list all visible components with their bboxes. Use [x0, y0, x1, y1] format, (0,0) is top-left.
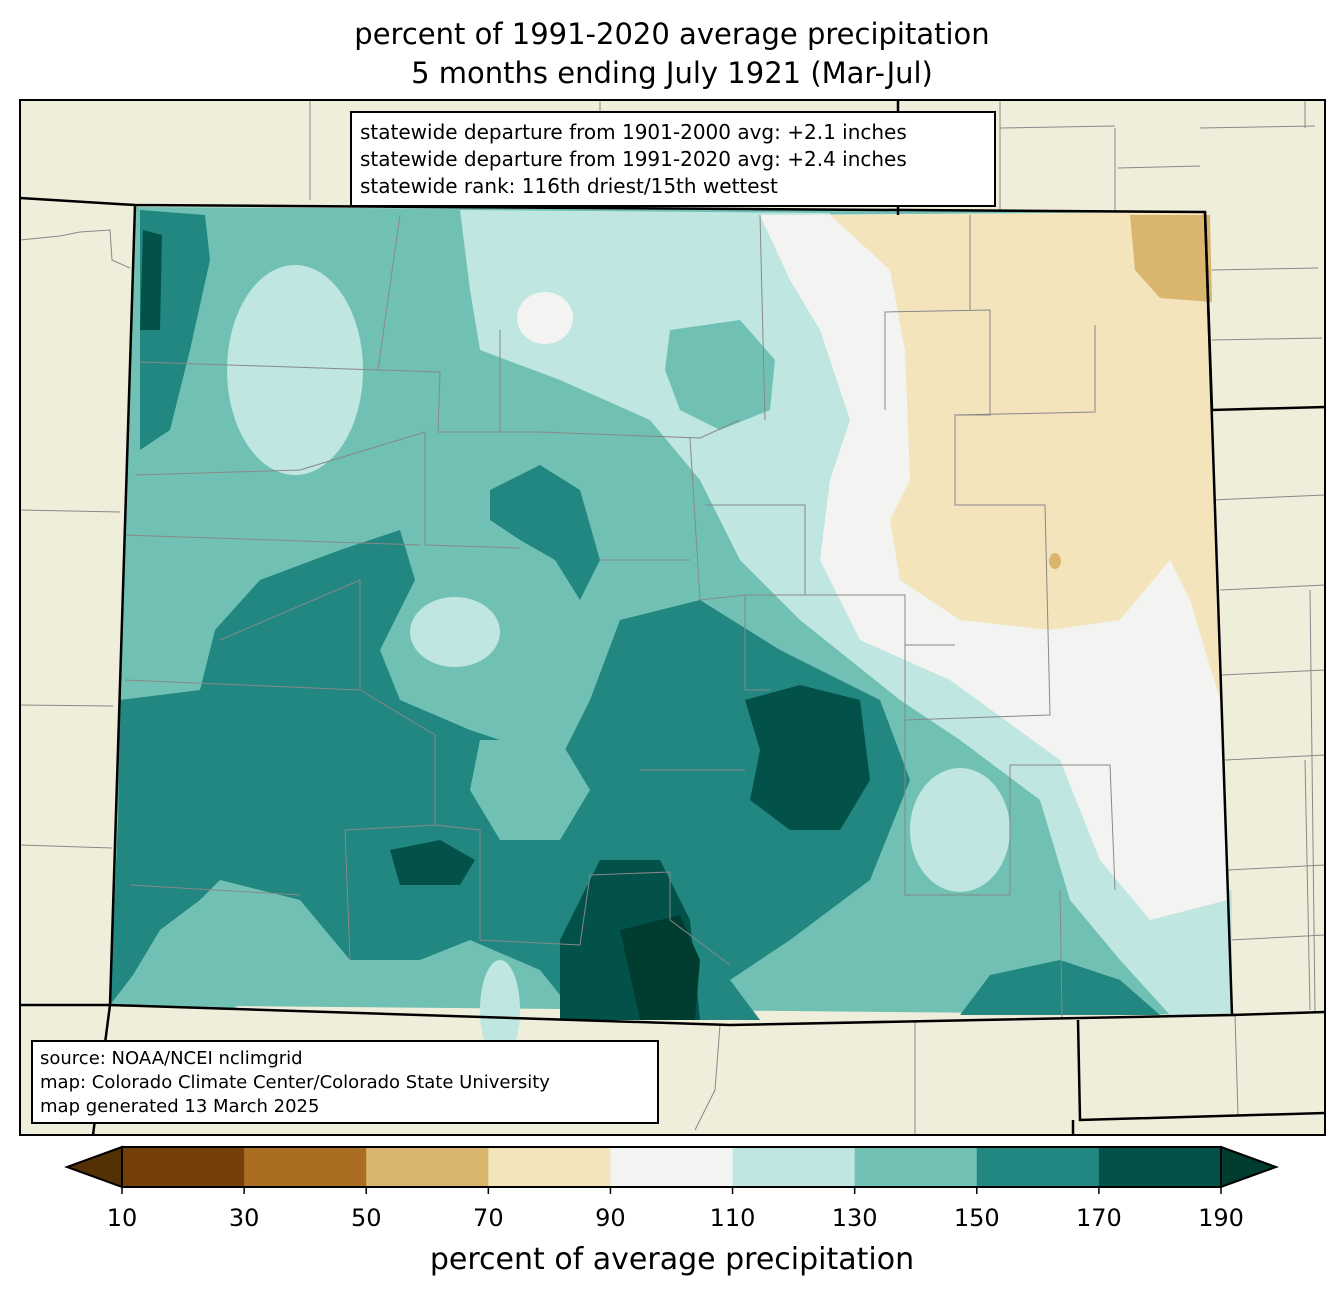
colorbar-segment — [122, 1147, 245, 1187]
statewide-stats-box: statewide departure from 1901-2000 avg: … — [350, 111, 996, 207]
precipitation-shading — [110, 207, 1232, 1060]
colorbar — [64, 1145, 1279, 1194]
colorbar-segment — [732, 1147, 856, 1187]
statewide-rank: statewide rank: 116th driest/15th wettes… — [360, 174, 778, 198]
colorbar-tick-label: 130 — [831, 1204, 878, 1232]
departure-1991-2020: statewide departure from 1991-2020 avg: … — [360, 147, 907, 171]
colorbar-tick-label: 110 — [709, 1204, 756, 1232]
colorbar-tick-label: 70 — [473, 1204, 504, 1232]
colorbar-tick-label: 190 — [1198, 1204, 1244, 1232]
map-title-line2: 5 months ending July 1921 (Mar-Jul) — [411, 56, 933, 90]
generated-date-line: map generated 13 March 2025 — [40, 1096, 320, 1117]
colorbar-segment — [366, 1147, 489, 1187]
colorbar-segment — [244, 1147, 367, 1187]
colorbar-tick-label: 90 — [595, 1204, 626, 1232]
colorbar-over-arrow — [1220, 1145, 1279, 1189]
colorbar-segment — [1098, 1147, 1222, 1187]
departure-1901-2000: statewide departure from 1901-2000 avg: … — [360, 120, 907, 144]
colorbar-segment — [488, 1147, 611, 1187]
map-frame — [19, 99, 1326, 1136]
county-lines — [124, 214, 1116, 1019]
colorbar-outline — [121, 1146, 1222, 1188]
colorbar-tick-label: 30 — [228, 1204, 260, 1232]
neighbor-county-lines — [19, 100, 1326, 1135]
colorbar-tick-label: 10 — [106, 1204, 138, 1232]
colorbar-tick-label: 170 — [1075, 1204, 1122, 1232]
map-credit-line: map: Colorado Climate Center/Colorado St… — [40, 1072, 550, 1093]
colorbar-tick-label: 50 — [350, 1204, 382, 1232]
colorbar-segment — [976, 1147, 1100, 1187]
map-title-line1: percent of 1991-2020 average precipitati… — [354, 17, 990, 51]
colorbar-tick-label: 150 — [953, 1204, 1000, 1232]
colorbar-under-arrow — [64, 1145, 123, 1189]
source-box: source: NOAA/NCEI nclimgrid map: Colorad… — [31, 1040, 659, 1124]
source-line: source: NOAA/NCEI nclimgrid — [40, 1048, 303, 1069]
colorbar-label: percent of average precipitation — [429, 1242, 915, 1277]
colorbar-segment — [610, 1147, 734, 1187]
colorbar-segment — [854, 1147, 978, 1187]
